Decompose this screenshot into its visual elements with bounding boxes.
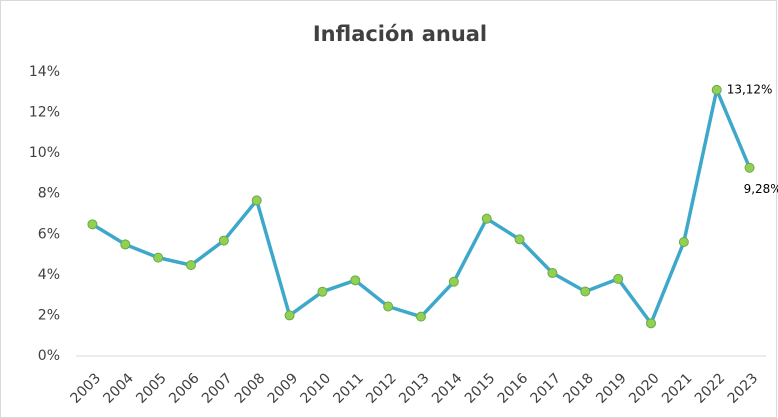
marker bbox=[87, 219, 98, 230]
marker bbox=[120, 239, 131, 250]
marker bbox=[186, 260, 196, 271]
marker bbox=[744, 162, 755, 173]
y-tick-label: 8% bbox=[38, 186, 60, 202]
marker bbox=[711, 84, 722, 95]
marker bbox=[481, 213, 492, 224]
y-tick-label: 10% bbox=[29, 145, 60, 161]
marker bbox=[383, 301, 394, 312]
y-tick-label: 4% bbox=[38, 267, 60, 283]
marker bbox=[646, 318, 656, 329]
data-label: 9,28% bbox=[744, 182, 778, 196]
marker bbox=[514, 234, 525, 245]
marker bbox=[613, 273, 624, 284]
marker bbox=[580, 286, 591, 297]
data-label: 13,12% bbox=[727, 82, 773, 96]
y-tick-label: 14% bbox=[29, 64, 60, 80]
marker bbox=[547, 268, 558, 279]
chart-title: Inflación anual bbox=[313, 22, 487, 46]
marker bbox=[350, 275, 361, 286]
y-tick-label: 6% bbox=[38, 226, 60, 242]
marker bbox=[678, 236, 689, 247]
marker bbox=[284, 310, 295, 321]
marker bbox=[153, 252, 164, 263]
marker bbox=[416, 311, 426, 322]
y-tick-label: 0% bbox=[38, 348, 60, 364]
marker bbox=[218, 235, 229, 246]
y-tick-label: 12% bbox=[29, 105, 60, 121]
marker bbox=[251, 195, 262, 206]
marker bbox=[317, 286, 328, 297]
marker bbox=[448, 276, 459, 287]
y-tick-label: 2% bbox=[38, 307, 60, 323]
